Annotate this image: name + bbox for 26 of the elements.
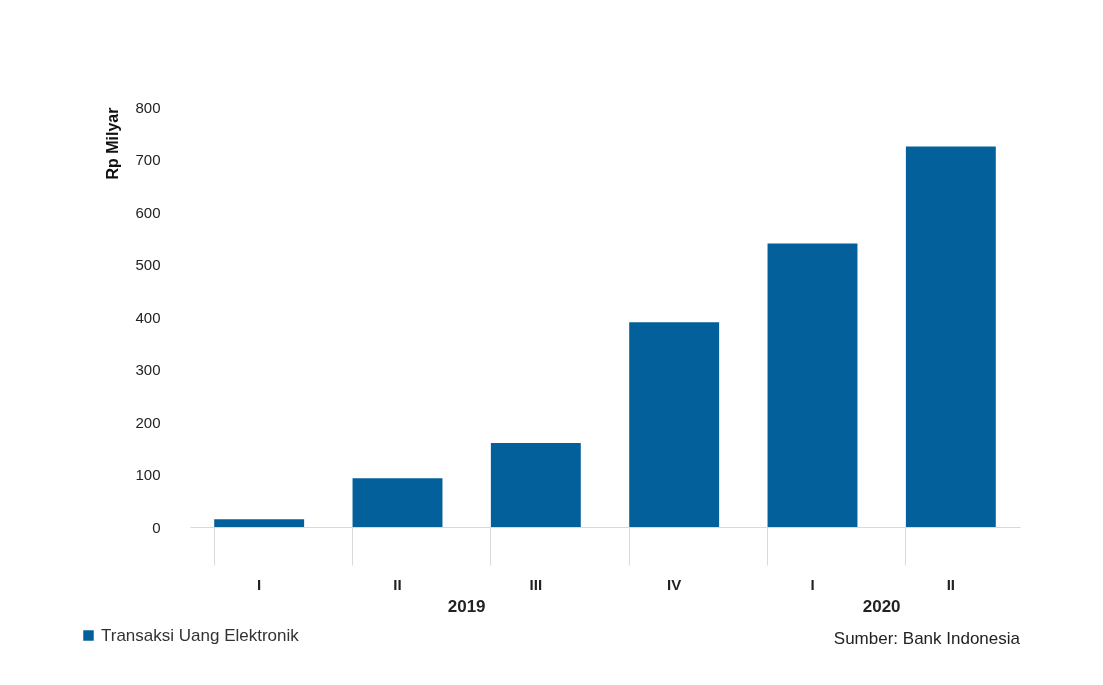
x-tick-label: II	[393, 575, 402, 593]
y-tick-label: 700	[135, 151, 161, 168]
y-tick-label: 400	[135, 308, 161, 326]
y-axis-title: Rp Milyar	[104, 107, 122, 180]
x-tick-label: I	[257, 575, 262, 593]
text: 2019	[447, 597, 486, 616]
y-tick-label: 300	[135, 361, 161, 378]
y-tick-label: 600	[135, 203, 161, 221]
bar	[490, 443, 581, 527]
x-tick-label: IV	[667, 575, 682, 593]
y-tick-label: 100	[135, 466, 161, 483]
bar	[214, 519, 305, 527]
bar	[352, 478, 443, 527]
y-tick-label: 500	[135, 256, 161, 273]
legend-label: Transaksi Uang Elektronik	[101, 625, 300, 645]
y-tick-label: 200	[135, 413, 161, 431]
text: Sumber: Bank Indonesia	[833, 629, 1021, 648]
y-tick-label: 0	[152, 518, 161, 536]
x-tick-label: I	[810, 575, 815, 593]
x-tick-label: III	[529, 575, 543, 593]
bar	[905, 146, 996, 527]
bar	[767, 243, 858, 527]
x-tick-label: II	[946, 575, 956, 593]
text: 2020	[862, 597, 901, 616]
bar	[629, 322, 720, 527]
y-tick-label: 800	[135, 98, 161, 116]
